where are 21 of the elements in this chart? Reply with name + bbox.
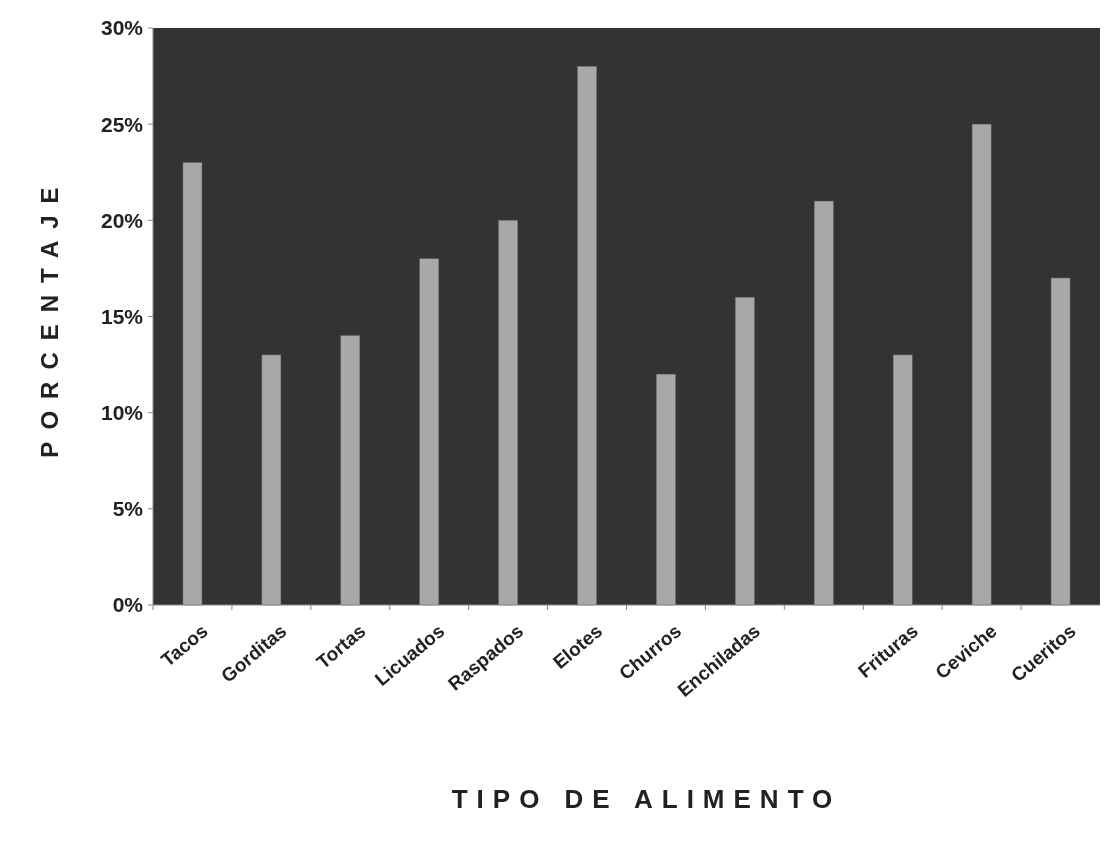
y-axis-title: PORCENTAJE bbox=[36, 175, 63, 458]
y-tick-label: 10% bbox=[100, 401, 144, 425]
y-tick-label: 0% bbox=[112, 593, 144, 617]
bar bbox=[577, 66, 597, 606]
bar bbox=[971, 123, 992, 606]
bar bbox=[182, 162, 203, 606]
y-tick-label: 5% bbox=[112, 497, 144, 521]
bar bbox=[892, 354, 913, 606]
y-tick-label: 20% bbox=[100, 208, 144, 232]
bar bbox=[419, 258, 439, 606]
y-tick-label: 25% bbox=[100, 112, 144, 136]
x-axis-title: TIPO DE ALIMENTO bbox=[451, 784, 842, 814]
y-tick-label: 15% bbox=[100, 304, 144, 328]
bar bbox=[1050, 277, 1071, 606]
bar bbox=[814, 200, 834, 606]
bar bbox=[656, 373, 676, 606]
bar bbox=[735, 297, 755, 606]
bar bbox=[498, 220, 518, 606]
bar bbox=[340, 335, 361, 606]
bar bbox=[261, 354, 282, 606]
y-tick-label: 30% bbox=[100, 16, 144, 40]
